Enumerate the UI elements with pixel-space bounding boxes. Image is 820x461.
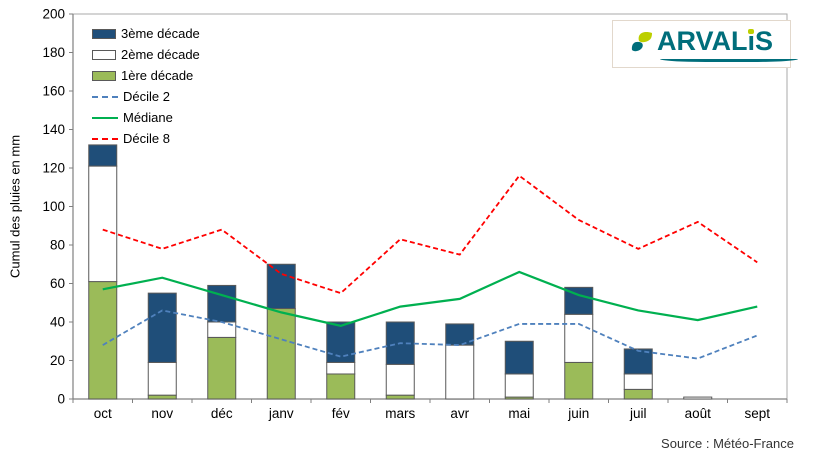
- x-tick-label: mai: [508, 406, 530, 421]
- bar-segment-août: [683, 396, 713, 400]
- x-tick-label: déc: [211, 406, 233, 421]
- y-tick-label: 180: [42, 45, 65, 60]
- x-tick-label: nov: [151, 406, 173, 421]
- bar-segment-nov: [147, 361, 177, 396]
- bar-segment-avr: [445, 344, 475, 400]
- legend-label: Décile 2: [123, 89, 170, 104]
- y-tick-label: 100: [42, 199, 65, 214]
- line-Médiane: [102, 270, 758, 327]
- bar-segment-nov: [147, 394, 177, 400]
- legend-item-decile8: Décile 8: [92, 128, 200, 149]
- legend-swatch-mediane: [92, 116, 118, 119]
- x-tick-label: juin: [567, 406, 589, 421]
- x-tick-label: oct: [94, 406, 112, 421]
- y-tick-label: 120: [42, 161, 65, 176]
- x-tick-label: août: [685, 406, 712, 421]
- y-axis-title: Cumul des pluies en mm: [7, 134, 23, 279]
- bar-segment-mai: [504, 373, 534, 398]
- bar-segment-juil: [623, 348, 653, 375]
- legend-item-2eme-decade: 2ème décade: [92, 44, 200, 65]
- bar-segment-oct: [88, 144, 118, 167]
- bar-segment-mars: [385, 394, 415, 400]
- bar-segment-janv: [266, 308, 296, 400]
- bar-segment-janv: [266, 263, 296, 310]
- arvalis-leaf-icon: [631, 31, 652, 51]
- legend-item-mediane: Médiane: [92, 107, 200, 128]
- bar-segment-juil: [623, 373, 653, 390]
- legend-label: 3ème décade: [121, 26, 200, 41]
- arvalis-logo-inner: ARVALı S: [630, 26, 798, 62]
- line-Décile 2: [102, 309, 758, 360]
- legend-item-1ere-decade: 1ère décade: [92, 65, 200, 86]
- bar-segment-fév: [326, 321, 356, 363]
- line-Décile 8: [102, 174, 758, 295]
- legend-label: 2ème décade: [121, 47, 200, 62]
- legend-swatch-decile8: [92, 137, 118, 140]
- arvalis-logo-underline: [659, 59, 798, 62]
- x-tick-label: avr: [450, 406, 469, 421]
- logo-i-dot: [748, 29, 755, 34]
- rainfall-chart-plot: 0 20 40 60 80 100 120 140 160 180 200 oct nov déc janv…: [42, 7, 788, 421]
- x-tick-label: janv: [268, 406, 294, 421]
- legend-label: 1ère décade: [121, 68, 194, 83]
- y-tick-label: 160: [42, 84, 65, 99]
- legend-swatch-2eme-decade: [92, 49, 116, 60]
- x-tick-label: fév: [332, 406, 350, 421]
- bar-segment-fév: [326, 373, 356, 400]
- source-caption: Source : Météo-France: [661, 436, 794, 451]
- y-tick-label: 40: [50, 315, 65, 330]
- y-tick-label: 80: [50, 238, 65, 253]
- legend-item-3eme-decade: 3ème décade: [92, 23, 200, 44]
- x-tick-label: sept: [744, 406, 770, 421]
- legend-swatch-decile2: [92, 95, 118, 98]
- legend-item-decile2: Décile 2: [92, 86, 200, 107]
- bar-segment-juin: [564, 361, 594, 400]
- x-tick-label: juil: [629, 406, 647, 421]
- bar-segment-avr: [445, 323, 475, 346]
- legend-swatch-1ere-decade: [92, 70, 116, 81]
- bar-segment-juil: [623, 388, 653, 400]
- bar-segment-déc: [207, 284, 237, 323]
- y-tick-label: 60: [50, 276, 65, 291]
- arvalis-logo: ARVALı S: [612, 20, 798, 68]
- y-tick-label: 140: [42, 122, 65, 137]
- y-tick-label: 0: [57, 392, 65, 407]
- legend: 3ème décade 2ème décade 1ère décade Déci…: [92, 23, 200, 149]
- bar-segment-nov: [147, 292, 177, 363]
- legend-label: Décile 8: [123, 131, 170, 146]
- bar-segment-mai: [504, 340, 534, 375]
- bar-segment-juin: [564, 313, 594, 363]
- bar-segment-mars: [385, 363, 415, 396]
- arvalis-logo-text: ARVALı S: [656, 26, 774, 56]
- bar-segment-déc: [207, 336, 237, 400]
- y-tick-label: 200: [42, 7, 65, 22]
- legend-swatch-3eme-decade: [92, 28, 116, 39]
- x-tick-label: mars: [385, 406, 415, 421]
- bar-segment-fév: [326, 361, 356, 375]
- y-tick-label: 20: [50, 353, 65, 368]
- legend-label: Médiane: [123, 110, 173, 125]
- bar-segment-oct: [88, 165, 118, 283]
